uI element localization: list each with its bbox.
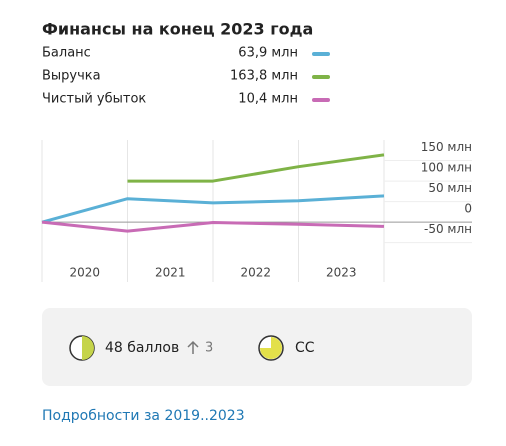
details-link[interactable]: Подробности за 2019..2023 <box>42 408 245 424</box>
x-tick-label: 2021 <box>155 266 186 280</box>
legend-value: 63,9 млн <box>238 46 298 61</box>
legend-label: Выручка <box>42 69 101 84</box>
x-tick-label: 2020 <box>69 266 100 280</box>
series-line <box>41 194 385 224</box>
credit-icon <box>258 335 284 361</box>
legend-label: Баланс <box>42 46 91 61</box>
score: 48 баллов <box>105 340 179 356</box>
y-tick-label: -50 млн <box>424 222 472 236</box>
title: Финансы на конец 2023 года <box>42 20 313 39</box>
score-icon <box>69 335 95 361</box>
y-tick-label: 150 млн <box>421 140 472 154</box>
x-tick-label: 2022 <box>240 266 271 280</box>
legend-value: 10,4 млн <box>238 92 298 107</box>
rating-box <box>42 308 472 386</box>
credit-rating: СС <box>295 340 315 356</box>
series-line <box>41 220 385 233</box>
legend-label: Чистый убыток <box>42 92 146 107</box>
x-tick-label: 2023 <box>326 266 357 280</box>
score-change: 3 <box>205 341 213 356</box>
legend-value: 163,8 млн <box>230 69 298 84</box>
legend: Баланс 63,9 млн Выручка 163,8 млн Чистый убы… <box>42 46 330 107</box>
y-tick-label: 100 млн <box>421 161 472 175</box>
series-line <box>127 153 385 183</box>
y-tick-label: 0 <box>464 202 472 216</box>
plot: 2020 2021 2022 2023 150 млн 100 млн 50 млн 0 -50… <box>41 140 472 282</box>
up-arrow <box>187 340 199 354</box>
y-tick-label: 50 млн <box>428 181 472 195</box>
